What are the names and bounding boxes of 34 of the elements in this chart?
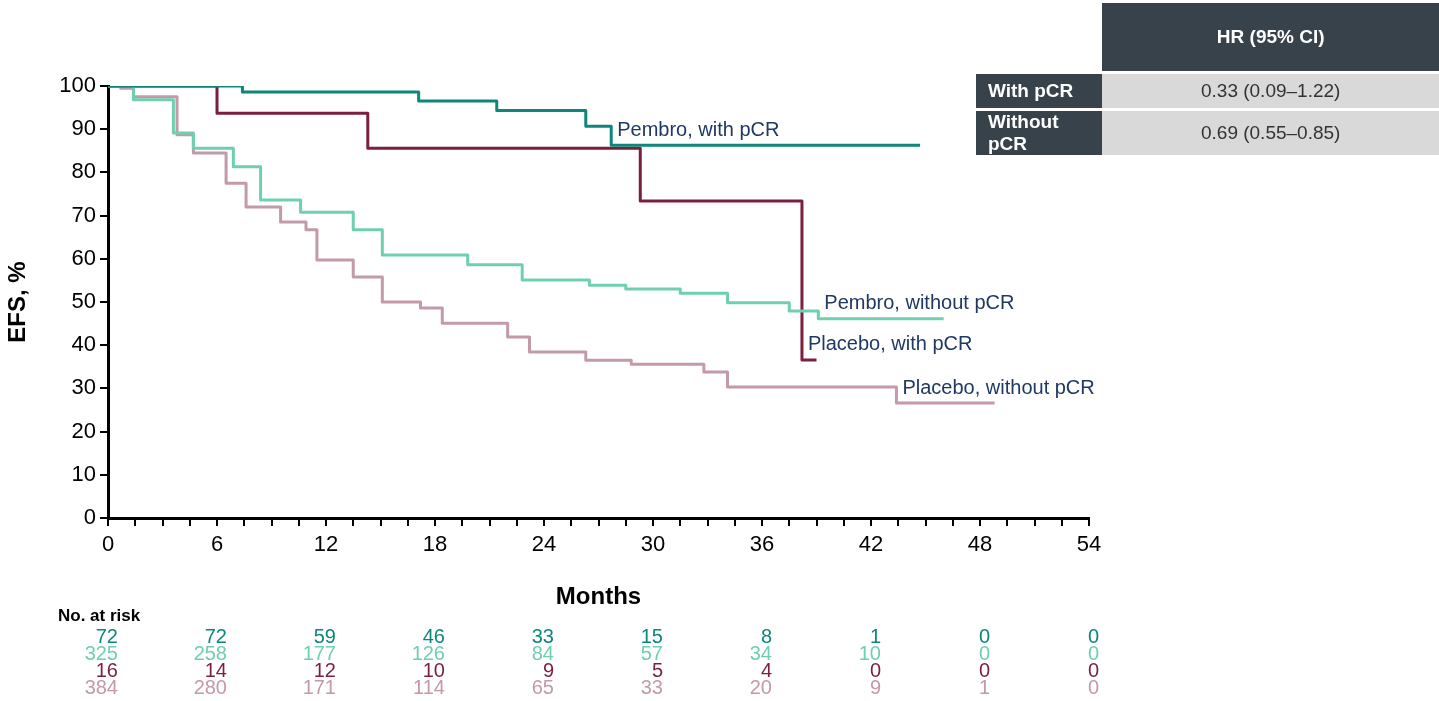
x-tick-label: 30 xyxy=(640,531,666,557)
text: No. at risk xyxy=(58,605,141,625)
x-tick-label: 36 xyxy=(749,531,775,557)
y-tick-label: 0 xyxy=(83,504,96,530)
x-tick-label: 42 xyxy=(858,531,884,557)
y-tick-label: 60 xyxy=(71,244,96,270)
y-tick-label: 30 xyxy=(71,374,96,400)
y-tick-label: 90 xyxy=(71,115,96,141)
x-tick-label: 18 xyxy=(422,531,448,557)
annotation: With pCR xyxy=(976,74,1103,108)
series-label: Pembro, without pCR xyxy=(824,291,1015,314)
text: HR (95% CI) xyxy=(1102,3,1439,71)
series-label: Placebo, with pCR xyxy=(807,332,973,355)
y-tick-label: 20 xyxy=(71,417,96,443)
y-tick-label: 50 xyxy=(71,288,96,314)
text: 0.69 (0.55–0.85) xyxy=(1102,111,1439,155)
x-tick-label: 48 xyxy=(967,531,993,557)
x-tick-label: 6 xyxy=(210,531,224,557)
text: 0.33 (0.09–1.22) xyxy=(1102,74,1439,108)
series-label: Pembro, with pCR xyxy=(617,117,780,140)
y-tick-label: 80 xyxy=(71,158,96,184)
annotation: Without pCR xyxy=(976,111,1103,155)
y-tick-label: 100 xyxy=(59,72,96,98)
series-label: Placebo, without pCR xyxy=(902,375,1095,398)
x-tick-label: 0 xyxy=(101,531,115,557)
x-tick-label: 54 xyxy=(1076,531,1102,557)
y-tick-label: 10 xyxy=(71,460,96,486)
y-tick-label: 70 xyxy=(71,201,96,227)
y-tick-label: 40 xyxy=(71,331,96,357)
x-tick-label: 12 xyxy=(313,531,339,557)
y-axis-title: EFS, % xyxy=(3,261,31,343)
text: 72 72 59 46 33 15 8 1 0 0 xyxy=(95,624,1099,647)
x-tick-label: 24 xyxy=(531,531,557,557)
x-axis-title: Months xyxy=(555,582,642,610)
